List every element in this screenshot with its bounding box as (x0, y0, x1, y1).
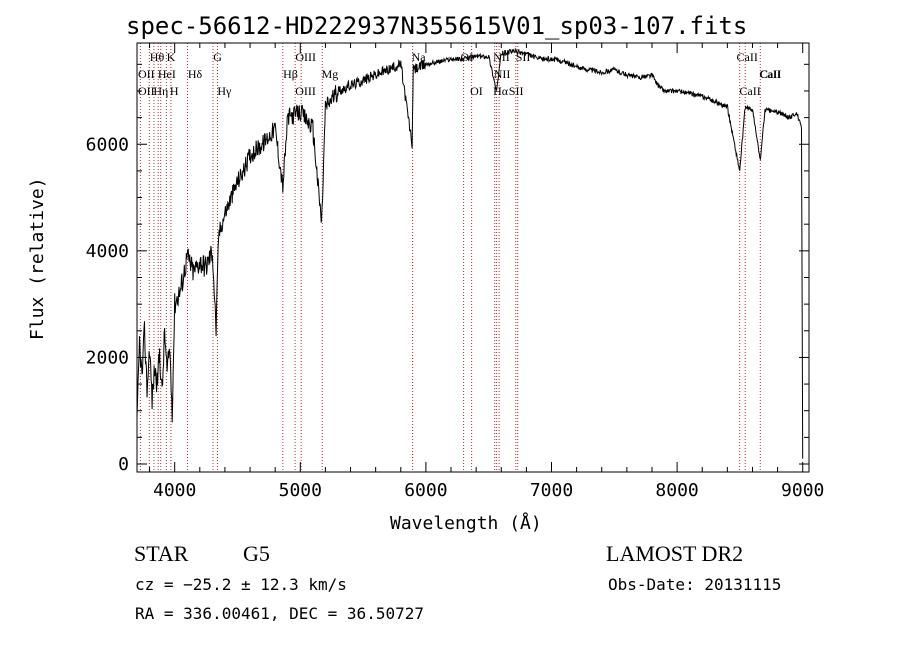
line-label: K (167, 50, 176, 64)
x-axis: 4000 5000 6000 7000 8000 9000 (149, 43, 824, 501)
plot-frame (136, 42, 810, 473)
line-label: CaII (759, 67, 780, 81)
x-tick-label: 7000 (530, 480, 573, 501)
line-label: OIII (295, 84, 316, 98)
line-label: Mg (322, 67, 339, 81)
x-tick-label: 4000 (153, 480, 196, 501)
x-tick-label: 9000 (781, 480, 824, 501)
line-label: OIII (295, 50, 316, 64)
coordinates-info: RA = 336.00461, DEC = 36.50727 (135, 604, 424, 623)
line-label: Hβ (283, 67, 298, 81)
line-label: CaII (737, 50, 758, 64)
chart-title: spec-56612-HD222937N355615V01_sp03-107.f… (126, 12, 748, 40)
line-label: Hη (153, 84, 168, 98)
line-label: Hθ (150, 50, 165, 64)
line-label: Hγ (217, 84, 232, 98)
y-tick-label: 4000 (86, 241, 129, 262)
line-markers (139, 43, 761, 472)
line-label: CaII (739, 84, 760, 98)
line-label: Na (412, 50, 427, 64)
line-label: HeI (158, 67, 176, 81)
y-axis-label: Flux (relative) (27, 177, 48, 340)
x-axis-label: Wavelength (Å) (390, 513, 542, 534)
line-label: H (170, 84, 179, 98)
object-subclass: G5 (243, 541, 270, 566)
line-label: NII (494, 67, 511, 81)
line-label: SII (509, 84, 524, 98)
redshift-info: cz = −25.2 ± 12.3 km/s (135, 575, 347, 594)
line-label: OI (470, 84, 483, 98)
observation-date: Obs-Date: 20131115 (608, 575, 782, 594)
spectrum-line (136, 47, 804, 459)
line-label: G (213, 50, 222, 64)
y-tick-label: 0 (118, 454, 129, 475)
x-tick-label: 8000 (655, 480, 698, 501)
line-label: OII (138, 84, 155, 98)
y-axis: 0 2000 4000 6000 (86, 63, 809, 475)
line-label: OII (138, 67, 155, 81)
x-tick-label: 5000 (279, 480, 322, 501)
object-class: STAR (134, 541, 189, 566)
line-label: CaII (760, 67, 781, 81)
y-tick-label: 2000 (86, 347, 129, 368)
x-tick-label: 6000 (404, 480, 447, 501)
line-label: Hδ (188, 67, 203, 81)
y-tick-label: 6000 (86, 134, 129, 155)
survey-name: LAMOST DR2 (606, 541, 744, 566)
